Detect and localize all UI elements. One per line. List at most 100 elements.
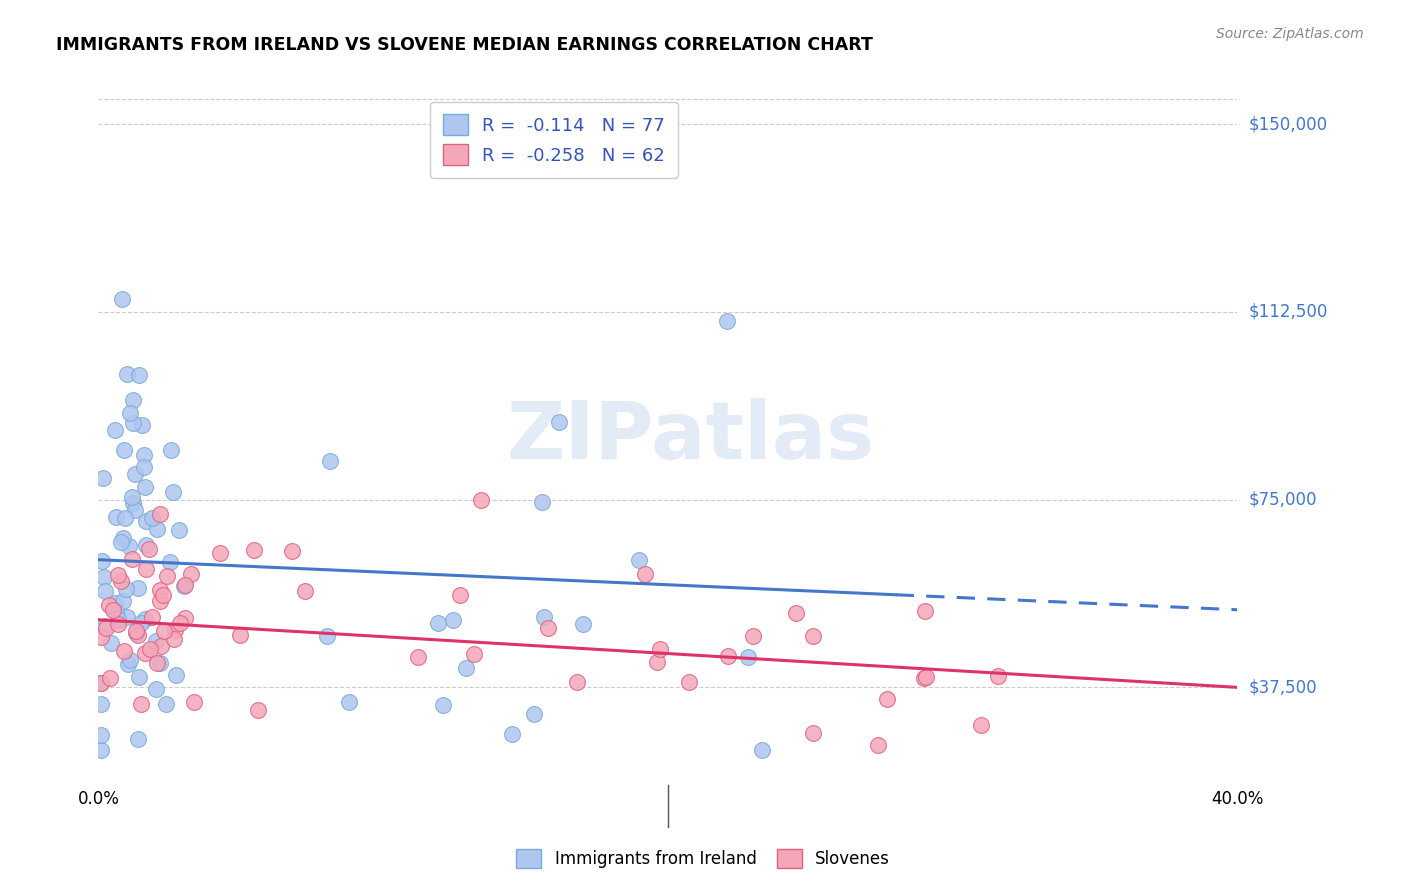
Point bbox=[134, 611, 156, 625]
Point bbox=[912, 671, 935, 685]
Point bbox=[319, 454, 342, 468]
Point bbox=[134, 480, 156, 494]
Point bbox=[127, 628, 149, 642]
Point bbox=[533, 609, 555, 624]
Point bbox=[139, 642, 162, 657]
Point bbox=[565, 675, 588, 690]
Point bbox=[628, 552, 651, 566]
Point bbox=[785, 606, 807, 620]
Point bbox=[107, 616, 129, 631]
Point bbox=[121, 496, 143, 510]
Point bbox=[107, 568, 129, 582]
Point bbox=[174, 578, 197, 592]
Point bbox=[149, 657, 172, 671]
Point bbox=[94, 619, 117, 633]
Point bbox=[118, 539, 141, 553]
Point bbox=[125, 624, 148, 638]
Text: Source: ZipAtlas.com: Source: ZipAtlas.com bbox=[1216, 27, 1364, 41]
Point bbox=[107, 612, 129, 626]
Point bbox=[90, 743, 112, 757]
Point bbox=[167, 524, 190, 538]
Point bbox=[149, 583, 172, 598]
Point bbox=[162, 485, 184, 500]
Point bbox=[449, 588, 471, 602]
Point bbox=[183, 695, 205, 709]
Point bbox=[146, 522, 169, 536]
Point bbox=[90, 676, 112, 690]
Point bbox=[128, 670, 150, 684]
Point bbox=[246, 703, 269, 717]
Point bbox=[572, 616, 595, 631]
Point bbox=[141, 511, 163, 525]
Point bbox=[90, 630, 112, 644]
Point bbox=[120, 653, 142, 667]
Point bbox=[742, 629, 765, 643]
Point bbox=[737, 649, 759, 664]
Point bbox=[115, 367, 138, 381]
Point bbox=[138, 542, 160, 557]
Point bbox=[100, 671, 122, 685]
Point bbox=[124, 467, 146, 481]
Point bbox=[94, 622, 117, 636]
Point bbox=[645, 655, 668, 669]
Point bbox=[107, 614, 129, 628]
Point bbox=[110, 574, 132, 588]
Point bbox=[876, 692, 898, 706]
Point bbox=[122, 392, 145, 407]
Legend: R =  -0.114   N = 77, R =  -0.258   N = 62: R = -0.114 N = 77, R = -0.258 N = 62 bbox=[430, 102, 678, 178]
Point bbox=[180, 566, 202, 581]
Point bbox=[93, 570, 115, 584]
Point bbox=[678, 675, 700, 690]
Point bbox=[174, 611, 197, 625]
Point bbox=[135, 562, 157, 576]
Point bbox=[537, 621, 560, 635]
Point bbox=[987, 669, 1010, 683]
Point bbox=[104, 510, 127, 524]
Point bbox=[128, 368, 150, 383]
Point bbox=[408, 650, 430, 665]
Point bbox=[100, 636, 122, 650]
Point bbox=[315, 629, 337, 643]
Point bbox=[131, 417, 153, 432]
Point bbox=[132, 448, 155, 462]
Point bbox=[149, 508, 172, 522]
Point bbox=[470, 492, 492, 507]
Point bbox=[127, 581, 149, 595]
Point bbox=[165, 667, 187, 681]
Point bbox=[91, 471, 114, 485]
Point bbox=[94, 584, 117, 599]
Point bbox=[169, 616, 191, 631]
Point bbox=[104, 423, 127, 437]
Point bbox=[125, 626, 148, 640]
Text: $37,500: $37,500 bbox=[1249, 678, 1317, 697]
Point bbox=[112, 593, 135, 607]
Point bbox=[121, 416, 143, 430]
Point bbox=[163, 624, 186, 638]
Point bbox=[112, 531, 135, 545]
Point bbox=[156, 569, 179, 583]
Point bbox=[155, 698, 177, 712]
Point bbox=[114, 511, 136, 525]
Point bbox=[112, 644, 135, 658]
Point bbox=[152, 588, 174, 602]
Text: $150,000: $150,000 bbox=[1249, 115, 1327, 133]
Point bbox=[209, 545, 232, 559]
Point bbox=[97, 598, 120, 612]
Point bbox=[118, 406, 141, 420]
Point bbox=[548, 415, 571, 429]
Point bbox=[173, 579, 195, 593]
Text: $75,000: $75,000 bbox=[1249, 491, 1317, 508]
Point bbox=[121, 490, 143, 504]
Point bbox=[294, 583, 316, 598]
Point bbox=[145, 634, 167, 648]
Point bbox=[716, 648, 738, 663]
Point bbox=[90, 697, 112, 711]
Point bbox=[801, 629, 824, 643]
Point bbox=[110, 534, 132, 549]
Point bbox=[135, 514, 157, 528]
Point bbox=[162, 632, 184, 646]
Point bbox=[970, 718, 993, 732]
Point bbox=[160, 442, 183, 457]
Point bbox=[454, 661, 477, 675]
Point bbox=[90, 728, 112, 742]
